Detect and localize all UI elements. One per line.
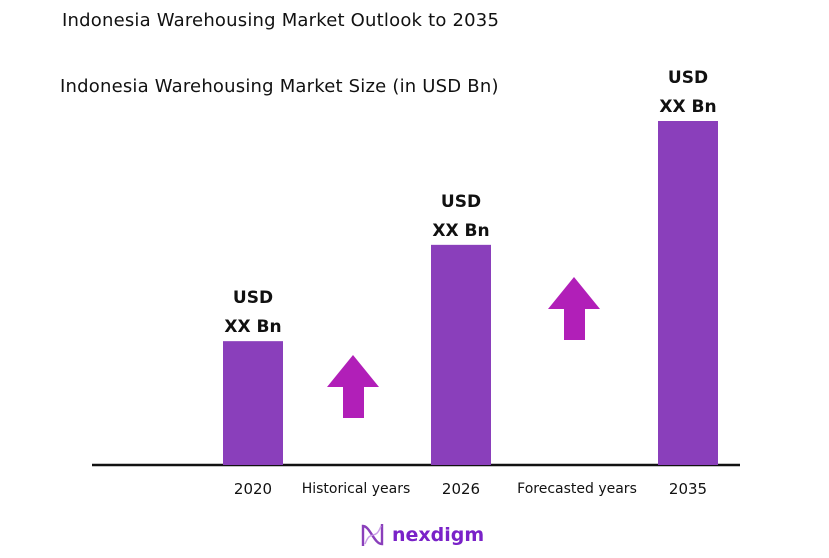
nexdigm-wave-icon (361, 524, 384, 546)
data-label-value: XX Bn (659, 97, 716, 117)
page-title: Indonesia Warehousing Market Outlook to … (62, 10, 500, 31)
chart-title: Indonesia Warehousing Market Size (in US… (60, 76, 499, 97)
bar-2020 (223, 341, 283, 465)
growth-arrow-icon-forecast (548, 277, 600, 340)
data-label-currency: USD (668, 68, 708, 88)
brand-logo: nexdigm (360, 522, 484, 548)
data-label-value: XX Bn (224, 317, 281, 337)
data-label-value: XX Bn (432, 221, 489, 241)
bar-2035 (658, 121, 718, 465)
bar-2026 (431, 244, 491, 465)
data-label-currency: USD (233, 288, 273, 308)
x-tick-label: 2020 (234, 480, 272, 498)
growth-arrow-icon-historical (327, 355, 379, 418)
x-tick-label: 2035 (669, 480, 707, 498)
period-label-forecasted: Forecasted years (517, 481, 637, 497)
period-label-historical: Historical years (302, 481, 411, 497)
x-tick-label: 2026 (442, 480, 480, 498)
data-label-currency: USD (441, 192, 481, 212)
brand-name: nexdigm (392, 524, 485, 546)
